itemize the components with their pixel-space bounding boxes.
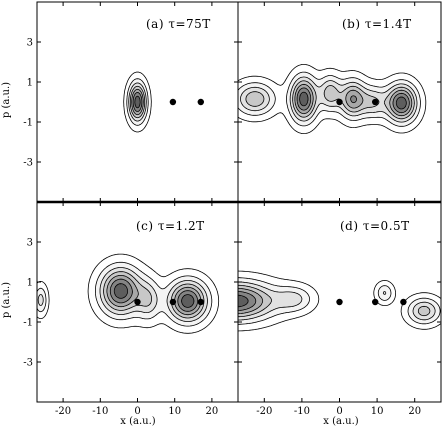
nucleus-dot-2 xyxy=(169,298,177,306)
contour-line-6 xyxy=(296,87,410,114)
contour-line-2 xyxy=(238,71,421,127)
contour-line-5 xyxy=(294,83,413,117)
contour-lines xyxy=(238,270,441,332)
contour-line-5 xyxy=(131,88,144,116)
contour-lines xyxy=(123,71,152,133)
y-tick-label: -1 xyxy=(23,318,33,329)
panel-title-c: (c) τ=1.2T xyxy=(136,219,205,233)
contour-line-1 xyxy=(238,270,441,332)
nucleus-dot-3 xyxy=(400,298,407,306)
contour-line-1 xyxy=(37,253,220,334)
contour-line-1 xyxy=(238,64,427,134)
x-tick-label: 0 xyxy=(336,406,342,417)
contour-line-2 xyxy=(238,277,441,325)
nucleus-dot-1 xyxy=(169,98,177,106)
nucleus-dot-2 xyxy=(372,298,379,306)
contour-line-3 xyxy=(128,82,147,122)
x-tick-label: 10 xyxy=(371,406,384,417)
contour-line-7 xyxy=(134,95,141,109)
plot-area-b xyxy=(237,1,442,203)
nucleus-dot-2 xyxy=(197,98,204,106)
contour-line-1 xyxy=(123,71,152,133)
contour-line-4 xyxy=(238,284,431,318)
plot-area-a: -3 -1 1 3 xyxy=(23,1,239,203)
contour-level-7 xyxy=(115,283,195,307)
y-tick-label: 3 xyxy=(27,238,33,249)
x-tick-label: -10 xyxy=(92,406,108,417)
x-axis-label-right: x (a.u.) xyxy=(323,416,358,427)
plot-area-d: -20 -10 0 10 20 xyxy=(237,201,442,417)
contour-line-4 xyxy=(129,85,146,119)
x-tick-label: -20 xyxy=(55,406,71,417)
contour-line-6 xyxy=(238,291,257,311)
contour-line-3 xyxy=(240,76,418,123)
plot-area-c: -20 -10 0 10 20 -3 -1 1 3 xyxy=(23,201,239,417)
y-axis-label-top: p (a.u.) xyxy=(1,82,12,118)
contour-line-4 xyxy=(245,80,415,120)
panel-b: (b) τ=1.4T xyxy=(237,1,442,203)
contour-line-7 xyxy=(299,91,407,110)
nucleus-dot-1 xyxy=(336,98,343,106)
contour-lines xyxy=(238,64,427,134)
x-tick-label: 0 xyxy=(134,406,140,417)
x-tick-label: -20 xyxy=(256,406,272,417)
contour-line-2 xyxy=(126,78,149,126)
y-tick-label: 3 xyxy=(27,38,33,49)
panel-c: -20 -10 0 10 20 -3 -1 1 3 (c) τ=1.2T xyxy=(23,201,239,417)
contour-line-2 xyxy=(37,261,213,327)
y-axis-label-bottom: p (a.u.) xyxy=(1,282,12,318)
contour-line-6 xyxy=(109,278,199,312)
contour-level-6 xyxy=(296,87,409,113)
contour-line-3 xyxy=(37,267,208,322)
contour-fills xyxy=(37,254,219,334)
contour-line-5 xyxy=(238,287,264,315)
contour-level-3 xyxy=(238,281,435,321)
x-tick-label: 10 xyxy=(168,406,181,417)
panel-a: -3 -1 1 3 (a) τ=75T xyxy=(23,1,239,203)
contour-level-4 xyxy=(245,81,415,119)
y-tick-label: -3 xyxy=(23,158,33,169)
panel-title-d: (d) τ=0.5T xyxy=(340,219,410,233)
contour-line-4 xyxy=(103,271,205,319)
contour-line-5 xyxy=(106,275,202,316)
nucleus-dot-2 xyxy=(372,98,379,106)
contour-lines xyxy=(37,253,220,334)
nucleus-dot-1 xyxy=(134,298,141,306)
x-axis-label-left: x (a.u.) xyxy=(120,416,155,427)
contour-level-7 xyxy=(134,96,141,107)
y-tick-label: 1 xyxy=(27,78,33,89)
contour-line-7 xyxy=(113,283,195,308)
contour-line-6 xyxy=(132,92,143,112)
panel-title-b: (b) τ=1.4T xyxy=(342,17,412,31)
y-tick-label: -1 xyxy=(23,118,33,129)
panel-d: -20 -10 0 10 20 (d) τ=0.5T xyxy=(237,201,442,417)
nucleus-dot-3 xyxy=(197,298,204,306)
y-tick-label: -3 xyxy=(23,358,33,369)
x-tick-label: 20 xyxy=(206,406,219,417)
x-tick-label: -10 xyxy=(294,406,310,417)
panel-title-a: (a) τ=75T xyxy=(146,17,211,31)
y-tick-label: 1 xyxy=(27,278,33,289)
contour-line-7 xyxy=(238,294,249,308)
x-tick-label: 20 xyxy=(408,406,421,417)
nucleus-dot-1 xyxy=(336,298,343,306)
